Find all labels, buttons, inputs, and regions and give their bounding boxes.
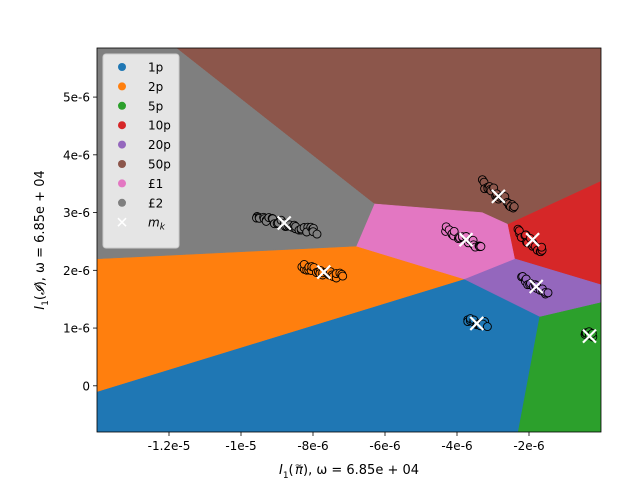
legend-entry-5p: 5p <box>118 99 163 113</box>
legend-dot-icon <box>118 140 126 149</box>
x-tick-label: -4e-6 <box>441 439 472 453</box>
legend-label: 50p <box>148 158 171 172</box>
legend-dot-icon <box>118 121 126 130</box>
y-tick-label: 0 <box>82 379 90 393</box>
legend-entry-50p: 50p <box>118 158 171 172</box>
centroid-2p <box>316 264 332 280</box>
centroid-50p <box>491 189 506 204</box>
point-20p <box>543 288 553 298</box>
plot-frame <box>96 47 602 433</box>
centroid-10p <box>525 232 540 247</box>
x-tick-label: -6e-6 <box>369 439 400 453</box>
y-label-sub: 1 <box>41 300 51 306</box>
x-tick-label: -1.2e-5 <box>148 439 191 453</box>
x-axis-label: I1(~π), ω = 6.85e + 04 <box>279 461 419 480</box>
legend-entry-pound2: £2 <box>118 196 163 210</box>
centroid-stroke <box>458 232 474 247</box>
legend-label: 1p <box>148 61 163 75</box>
legend-dot-icon <box>118 82 126 91</box>
y-label-open: ( <box>33 295 48 300</box>
y-tick-label: 1e-6 <box>63 322 90 336</box>
legend-dot-icon <box>118 160 126 168</box>
centroid-1p <box>469 316 485 331</box>
legend-x-icon <box>117 217 127 227</box>
point-pound2 <box>312 229 322 239</box>
legend-dot-icon <box>118 179 126 188</box>
y-label-rest: , ω = 6.85e + 04 <box>33 170 48 281</box>
legend-label: 2p <box>148 80 163 94</box>
x-label-main: I <box>279 463 283 478</box>
point-50p <box>509 202 519 212</box>
legend-label: 5p <box>148 99 163 113</box>
x-tick-label: -8e-6 <box>297 439 328 453</box>
y-tick-label: 4e-6 <box>63 148 90 162</box>
y-tick-label: 5e-6 <box>63 91 90 105</box>
centroid-stroke <box>582 328 597 344</box>
y-axis-ticks: 0 1e-6 2e-6 3e-6 4e-6 5e-6 <box>63 91 97 393</box>
x-tick-label: -1e-5 <box>225 439 256 453</box>
point-1p <box>482 322 492 332</box>
centroid-stroke <box>491 189 506 204</box>
centroid-stroke <box>469 316 485 331</box>
centroid-stroke <box>525 232 540 247</box>
x-tick-label: -2e-6 <box>513 439 544 453</box>
x-label-accent: ~ <box>295 461 303 471</box>
centroid-stroke <box>276 215 292 231</box>
y-label-close: ) <box>33 281 48 286</box>
legend-label: 20p <box>148 138 171 152</box>
y-tick-label: 2e-6 <box>63 264 90 278</box>
legend: 1p 2p 5p 10p 20p 50p £1 £2 mk <box>102 53 180 249</box>
legend-label: mk <box>148 216 166 233</box>
x-label-sym: π <box>295 463 303 478</box>
x-label-close: ) <box>303 463 308 478</box>
x-axis-ticks: -1.2e-5 -1e-5 -8e-6 -6e-6 -4e-6 -2e-6 <box>148 432 545 453</box>
point-pound1 <box>449 226 459 236</box>
legend-entry-1p: 1p <box>118 61 163 75</box>
point-pound1 <box>476 242 486 251</box>
centroid-pound2 <box>276 215 292 231</box>
legend-entry-m: mk <box>117 216 166 233</box>
legend-entry-20p: 20p <box>118 138 171 152</box>
centroid-stroke <box>316 264 332 280</box>
y-tick-label: 3e-6 <box>63 206 90 220</box>
legend-entry-pound1: £1 <box>118 177 163 191</box>
legend-dot-icon <box>118 101 126 110</box>
legend-label: 10p <box>148 119 171 133</box>
point-2p <box>338 271 348 281</box>
centroid-pound1 <box>458 232 474 247</box>
legend-entry-10p: 10p <box>118 119 171 133</box>
x-label-sub: 1 <box>283 471 289 480</box>
region-5p <box>517 301 601 432</box>
centroid-5p <box>582 328 597 344</box>
legend-entry-2p: 2p <box>118 80 163 94</box>
legend-label: £2 <box>148 196 163 210</box>
legend-dot-icon <box>118 63 126 71</box>
centroid-markers <box>276 189 597 344</box>
centroid-stroke <box>528 279 544 294</box>
y-axis-label: I1(𝓘), ω = 6.85e + 04 <box>33 170 51 309</box>
legend-label: £1 <box>148 177 163 191</box>
y-label-main: I <box>33 306 48 310</box>
legend-dot-icon <box>118 198 126 207</box>
x-label-open: ( <box>289 463 294 478</box>
centroid-20p <box>528 279 544 294</box>
x-label-rest: , ω = 6.85e + 04 <box>308 463 419 478</box>
